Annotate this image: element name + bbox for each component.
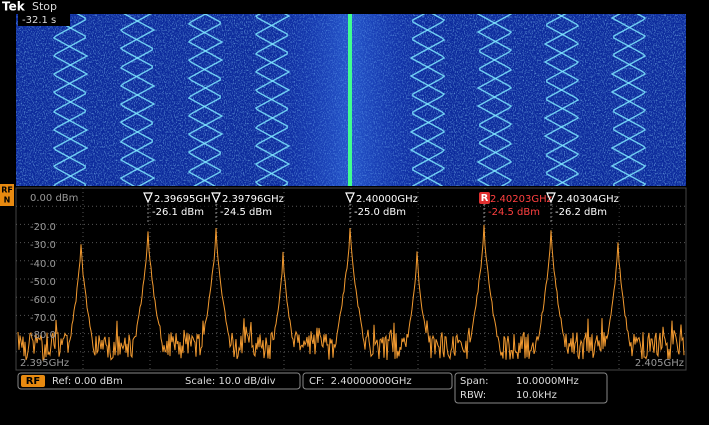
- spectrogram-trace: [52, 14, 89, 186]
- spectrogram: [16, 14, 686, 186]
- marker-frequency: 2.39695GH: [154, 194, 211, 205]
- marker-level: -24.5 dBm: [488, 207, 540, 218]
- marker-label-bg: [557, 193, 619, 217]
- y-label: -30.0: [30, 240, 56, 251]
- center-carrier: [348, 14, 352, 186]
- rbw-label: RBW:: [460, 390, 486, 401]
- y-label: 0.00 dBm: [30, 193, 78, 204]
- marker-level: -26.1 dBm: [152, 207, 204, 218]
- y-labels: 0.00 dBm -20.0 -30.0 -40.0 -50.0 -60.0 -70.0 -8…: [30, 193, 78, 341]
- y-label: -40.0: [30, 259, 56, 270]
- reference-marker: R: [481, 193, 489, 204]
- run-status: Stop: [32, 0, 57, 13]
- marker-label-bg: [222, 193, 284, 217]
- channel-badge: [0, 184, 14, 206]
- center-frequency: CF: 2.40000000GHz: [309, 376, 412, 387]
- spectrum-trace: [17, 224, 685, 361]
- spectrogram-trace: [543, 14, 580, 186]
- marker-triangle: [546, 192, 556, 204]
- spectrogram-trace: [610, 14, 647, 186]
- scale: Scale: 10.0 dB/div: [185, 376, 276, 387]
- spectrogram-trace: [610, 14, 647, 186]
- span-label: Span:: [460, 376, 489, 387]
- spectrogram-trace: [119, 14, 156, 186]
- spectrogram-trace: [543, 14, 580, 186]
- marker-label-bg: [356, 193, 418, 217]
- marker-triangle: [211, 192, 221, 204]
- marker-label-bg: [490, 193, 552, 217]
- spectrogram-trace: [52, 14, 89, 186]
- cf-box[interactable]: [302, 372, 453, 390]
- marker-frequency: 2.40000GHz: [356, 194, 418, 205]
- marker-label-bg: [154, 193, 216, 217]
- y-label: -20.0: [30, 222, 56, 233]
- spectrogram-trace: [409, 14, 446, 186]
- x-start-label: 2.395GHz: [20, 358, 69, 369]
- spectrogram-trace: [187, 14, 224, 186]
- span-box[interactable]: [454, 372, 608, 404]
- spectrogram-trace: [254, 14, 291, 186]
- y-label: -70.0: [30, 313, 56, 324]
- reference-marker-badge: [479, 192, 490, 204]
- time-label: -32.1 s: [22, 15, 56, 26]
- rbw-value: 10.0kHz: [516, 390, 557, 401]
- y-label: -60.0: [30, 295, 56, 306]
- channel-badge-text: N: [4, 196, 11, 205]
- spectrogram-trace: [254, 14, 291, 186]
- spectrogram-trace: [187, 14, 224, 186]
- spectrogram-trace: [409, 14, 446, 186]
- trace-group: [17, 224, 685, 361]
- marker-triangle: [345, 192, 355, 204]
- time-label-box: [18, 14, 70, 26]
- channel-badge-text: RF: [1, 186, 13, 195]
- x-end-label: 2.405GHz: [635, 358, 684, 369]
- marker-level: -25.0 dBm: [354, 207, 406, 218]
- brand: Tek: [2, 0, 26, 14]
- markers: 2.39695GH -26.1 dBm 2.39796GHz -24.5 dBm 2.4…: [143, 192, 619, 222]
- marker-level: -24.5 dBm: [220, 207, 272, 218]
- spectrum-frame: [15, 187, 687, 371]
- ref-box[interactable]: [17, 372, 301, 390]
- spectrogram-trace: [476, 14, 513, 186]
- y-label: -50.0: [30, 277, 56, 288]
- marker-frequency: 2.40203GHz: [490, 194, 552, 205]
- marker-frequency: 2.40304GHz: [557, 194, 619, 205]
- rf-badge-text: RF: [26, 376, 41, 387]
- marker-frequency: 2.39796GHz: [222, 194, 284, 205]
- span-value: 10.0000MHz: [516, 376, 579, 387]
- y-label: -80.0: [30, 330, 56, 341]
- marker-triangle: [143, 192, 153, 204]
- ref-level: Ref: 0.00 dBm: [52, 376, 123, 387]
- marker-level: -26.2 dBm: [555, 207, 607, 218]
- spectrogram-trace: [119, 14, 156, 186]
- spectrogram-trace: [476, 14, 513, 186]
- rf-badge: [21, 375, 45, 387]
